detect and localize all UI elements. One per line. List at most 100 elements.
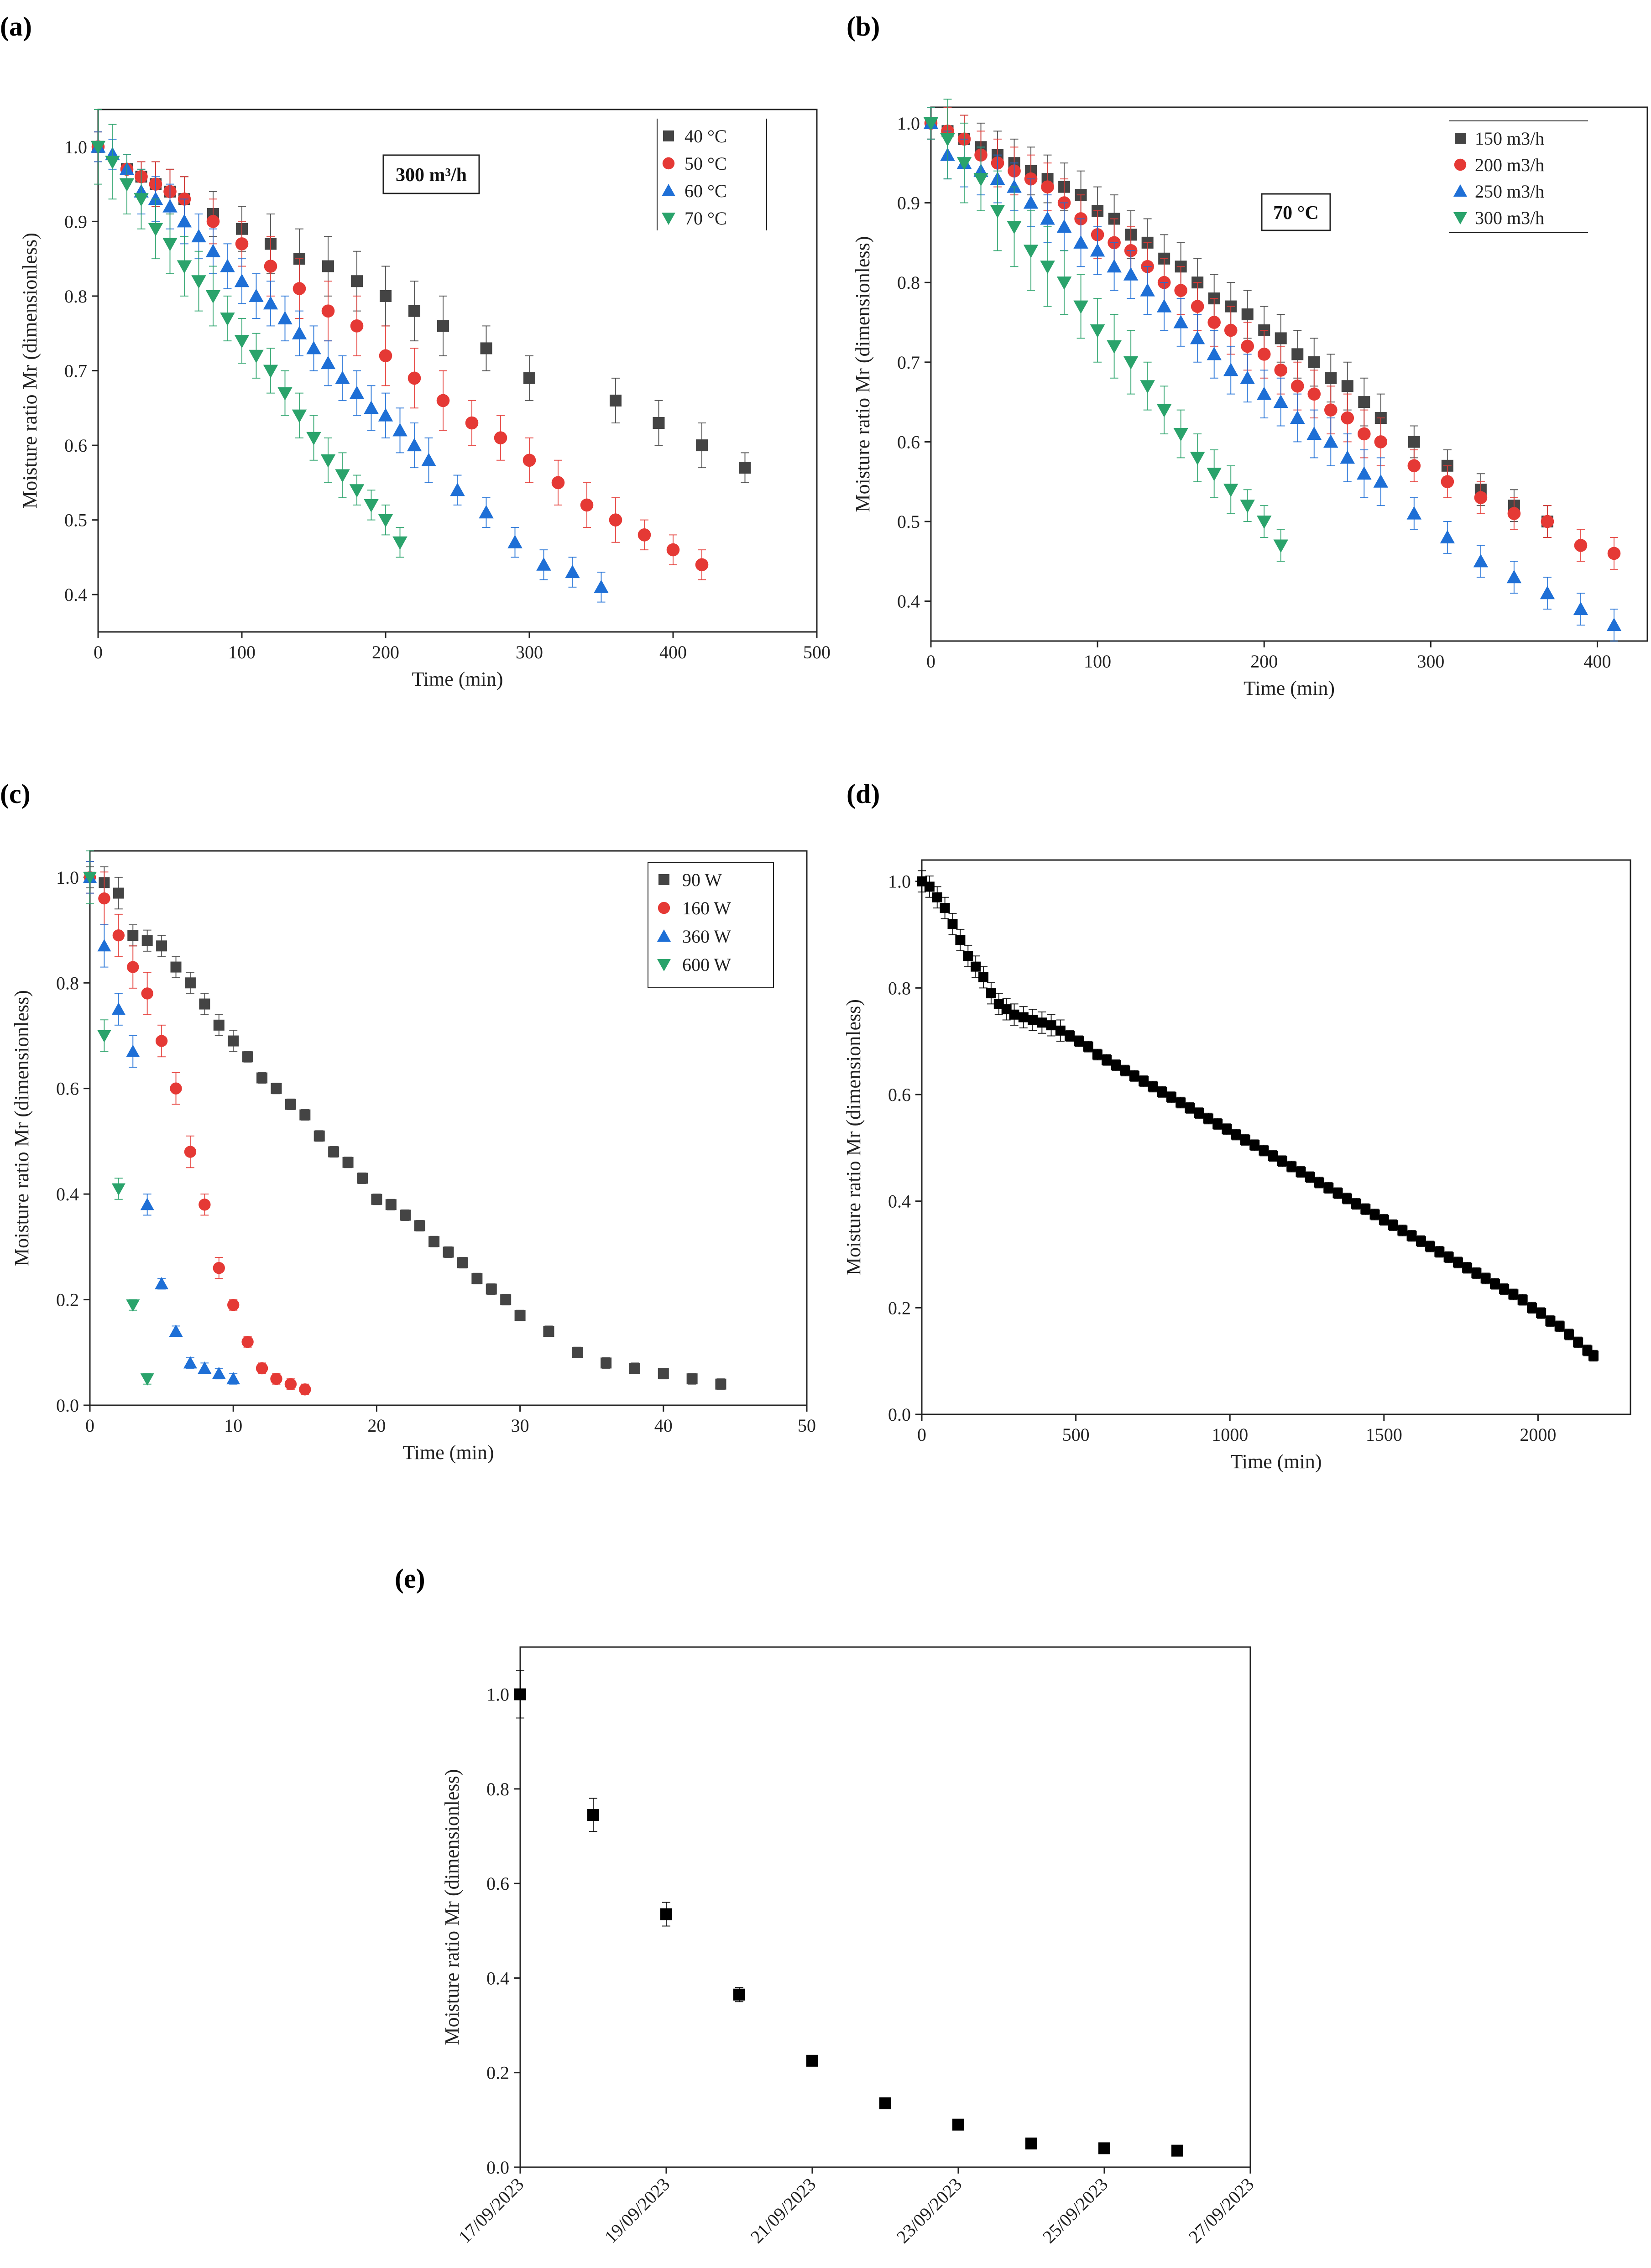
data-point xyxy=(199,998,210,1010)
legend-label: 150 m3/h xyxy=(1475,128,1544,149)
data-point xyxy=(1191,300,1204,313)
data-point xyxy=(1443,1252,1454,1262)
data-point xyxy=(514,1310,526,1321)
legend-label: 360 W xyxy=(682,926,731,947)
data-point xyxy=(263,296,278,310)
data-point xyxy=(306,341,321,355)
data-point xyxy=(1190,331,1205,344)
data-point xyxy=(379,349,392,363)
data-point xyxy=(978,972,989,983)
data-point xyxy=(1040,261,1055,274)
data-point xyxy=(335,370,350,384)
legend: 150 m3/h 200 m3/h 250 m3/h 300 m3/h xyxy=(1449,120,1588,233)
data-point xyxy=(696,439,708,452)
data-point xyxy=(1541,515,1554,528)
y-axis-label: Moisture ratio Mr (dimensionless) xyxy=(19,233,41,509)
data-point xyxy=(1166,1092,1176,1102)
data-point xyxy=(141,987,153,1000)
data-point xyxy=(1434,1246,1445,1257)
y-tick-label: 0.8 xyxy=(897,272,920,293)
data-point xyxy=(148,192,163,205)
data-point xyxy=(1462,1262,1473,1273)
data-point xyxy=(1408,436,1420,448)
data-point xyxy=(97,939,111,952)
data-point xyxy=(249,349,264,364)
data-point xyxy=(1324,403,1338,417)
y-tick-label: 0.4 xyxy=(56,1184,79,1204)
data-point xyxy=(601,1357,612,1369)
data-point xyxy=(1140,283,1155,297)
data-point xyxy=(1140,380,1155,394)
data-point xyxy=(1606,617,1622,631)
y-tick-label: 0.0 xyxy=(888,1404,911,1425)
data-point xyxy=(1369,1209,1380,1220)
data-point xyxy=(940,903,950,913)
data-point xyxy=(1536,1308,1547,1319)
data-point xyxy=(220,313,235,326)
plot-frame xyxy=(921,859,1631,1415)
data-point xyxy=(1307,387,1321,401)
data-point xyxy=(587,1809,599,1821)
data-point xyxy=(1306,426,1322,440)
data-point xyxy=(392,423,408,437)
y-tick-label: 0.6 xyxy=(486,1873,509,1894)
data-point xyxy=(177,260,192,274)
data-point xyxy=(956,157,972,171)
data-point xyxy=(1358,396,1370,408)
legend: 40 °C 50 °C 60 °C 70 °C xyxy=(657,119,767,230)
data-point xyxy=(1373,474,1389,488)
data-point xyxy=(1241,339,1254,353)
data-point xyxy=(249,288,264,302)
data-point xyxy=(371,1194,382,1205)
data-point xyxy=(263,365,278,378)
data-point xyxy=(660,1908,672,1920)
data-point xyxy=(923,117,939,131)
data-point xyxy=(148,223,163,236)
data-point xyxy=(1275,332,1287,344)
data-point xyxy=(666,543,680,557)
data-point xyxy=(879,2097,891,2110)
data-point xyxy=(1325,372,1337,384)
x-tick-label: 50 xyxy=(798,1415,816,1436)
data-point xyxy=(1240,370,1255,384)
data-point xyxy=(1323,434,1338,448)
y-tick-label: 0.7 xyxy=(64,361,87,381)
data-point xyxy=(1268,1151,1278,1161)
data-point xyxy=(321,304,335,318)
data-point xyxy=(408,371,421,385)
legend-label: 60 °C xyxy=(684,181,727,201)
data-point xyxy=(1001,1004,1012,1015)
data-point xyxy=(292,326,307,339)
data-point xyxy=(1190,452,1205,465)
data-point xyxy=(572,1347,583,1358)
legend-marker xyxy=(658,874,669,885)
data-point xyxy=(392,536,408,550)
data-point xyxy=(162,199,178,213)
data-point xyxy=(1123,356,1139,370)
data-point xyxy=(1360,1204,1371,1215)
data-point xyxy=(1259,1145,1269,1156)
legend: 90 W 160 W 360 W 600 W xyxy=(648,862,774,988)
data-point xyxy=(1506,570,1522,584)
data-point xyxy=(443,1246,454,1258)
x-tick-label: 30 xyxy=(511,1415,529,1436)
legend-label: 250 m3/h xyxy=(1475,181,1544,202)
data-point xyxy=(1107,259,1122,273)
data-point xyxy=(126,1299,140,1312)
data-point xyxy=(140,1373,154,1386)
annotation-label: 70 °C xyxy=(1273,203,1319,224)
data-point xyxy=(380,290,392,302)
data-point xyxy=(1139,1076,1149,1086)
plot-frame xyxy=(519,1646,1251,2168)
data-point xyxy=(1340,450,1355,464)
data-point xyxy=(234,273,250,287)
data-point xyxy=(1440,530,1455,543)
data-point xyxy=(1341,411,1354,425)
data-point xyxy=(1173,428,1188,442)
y-axis-label: Moisture ratio Mr (dimensionless) xyxy=(10,990,33,1266)
x-tick-label: 100 xyxy=(1084,651,1111,672)
x-tick-label: 0 xyxy=(917,1424,926,1445)
data-point xyxy=(155,1035,168,1047)
legend-marker xyxy=(658,902,670,914)
x-tick-label: 0 xyxy=(85,1415,94,1436)
